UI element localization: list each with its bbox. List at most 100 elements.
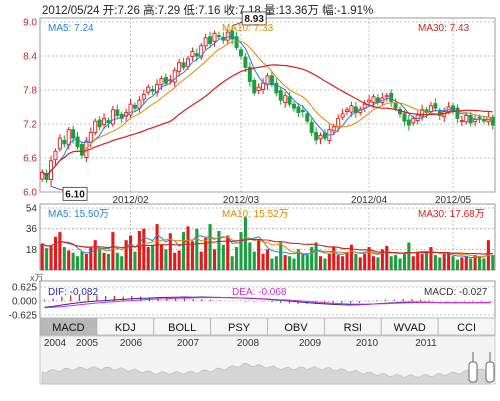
volume-bar [389,256,393,270]
candle-body [230,30,235,40]
ma30-line [41,64,493,177]
volume-bar [190,241,194,270]
volume-bar [265,249,270,270]
candle-body [177,62,182,72]
tab-label-psy[interactable]: PSY [228,322,251,334]
date-tick-label: 2012/03 [223,195,260,206]
candle-body [261,82,266,90]
volume-bar [411,256,415,270]
volume-bar [491,255,495,270]
open-value: 7.26 [117,5,140,17]
candle-body [287,96,292,105]
volume-bar [416,251,420,270]
volume-bar [336,255,340,270]
volume-bar [283,255,287,270]
candle-body [265,75,270,85]
volume-bar [137,230,141,270]
candle-body [106,120,111,124]
candle-body [411,117,416,124]
low-value: 7.16 [198,5,221,17]
volume-bar [420,253,424,270]
candle-body [234,36,239,48]
volume-bar [407,242,411,270]
tab-label-obv[interactable]: OBV [284,322,308,334]
timeline-year-label: 2005 [76,338,99,349]
volume-label: 量: [263,5,279,17]
volume-bar [186,226,190,270]
volume-bar [394,255,398,270]
candle-body [115,109,120,116]
candle-body [256,86,261,92]
tab-cci[interactable] [437,317,496,336]
macd-panel: 0.625 0.000 -0.625 DIF: -0.082 DEA: -0.068 MA… [9,280,496,322]
volume-bar [363,253,367,270]
date-tick-label: 2012/02 [112,195,149,206]
volume-bar [62,247,66,270]
candle-body [490,116,495,126]
volume-bar [274,256,278,270]
volume-bar [447,252,451,270]
timeline-year-label: 2009 [299,338,322,349]
timeline-year-label: 2007 [177,338,200,349]
quote-date: 2012/05/24 [42,5,100,17]
volume-bar [429,247,433,270]
tab-label-macd[interactable]: MACD [52,322,84,334]
timeline-year-label: 2004 [44,338,67,349]
volume-bar [89,247,93,270]
volume-bar [40,243,44,270]
volume-bar [129,235,133,270]
volume-bar [76,256,80,270]
candle-body [243,56,248,68]
change-label: 幅: [322,5,337,17]
candle-body [451,105,456,111]
volume-bar [398,258,402,270]
tab-label-rsi[interactable]: RSI [344,322,362,334]
price-legend-ma5: MA5: 7.24 [48,23,94,34]
tab-label-wvad[interactable]: WVAD [394,322,426,334]
tab-label-boll[interactable]: BOLL [168,322,196,334]
volume-bar [460,257,464,270]
candle-body [66,129,71,146]
candle-body [181,62,186,68]
volume-bar [80,251,84,270]
candle-body [420,109,425,117]
volume-bar [469,258,473,270]
candle-body [283,95,288,103]
volume-bar [164,249,168,270]
candle-body [62,139,67,145]
volume-bar [102,252,106,270]
candle-body [208,36,213,44]
macd-legend-dea: DEA: -0.068 [232,287,287,298]
volume-legend-ma30: MA30: 17.68万 [418,209,485,220]
price-panel: 9.0 8.4 7.8 7.2 6.6 6.0 2012/02 2012/03 2012/04 2… [23,11,496,206]
min-price-label: 6.10 [65,189,85,200]
volume-bar [433,255,437,270]
candle-body [146,86,151,93]
candle-body [194,53,199,57]
volume-bar [142,228,146,270]
candle-body [318,134,323,140]
low-label: 低: [183,5,199,17]
tab-label-kdj[interactable]: KDJ [115,322,136,334]
volume-bar [292,258,296,270]
timeline-range-handle-right[interactable] [485,361,495,383]
volume-bar [151,244,155,270]
volume-bar [98,249,102,270]
candle-body [433,103,438,109]
volume-bar [482,258,486,270]
volume-bar [159,244,164,270]
timeline-range-handle-left[interactable] [468,361,478,383]
volume-bar [270,258,274,270]
volume-bar [67,250,71,270]
volume-bar [402,252,406,270]
candle-body [459,120,464,123]
candle-body [415,114,420,122]
tab-label-cci[interactable]: CCI [457,322,476,334]
candle-body [93,120,98,133]
volume-bar [195,228,199,270]
volume-tick-label: 54 [26,204,38,215]
date-tick-label: 2012/04 [351,195,388,206]
candle-body [336,117,341,128]
volume-bar [451,256,455,270]
